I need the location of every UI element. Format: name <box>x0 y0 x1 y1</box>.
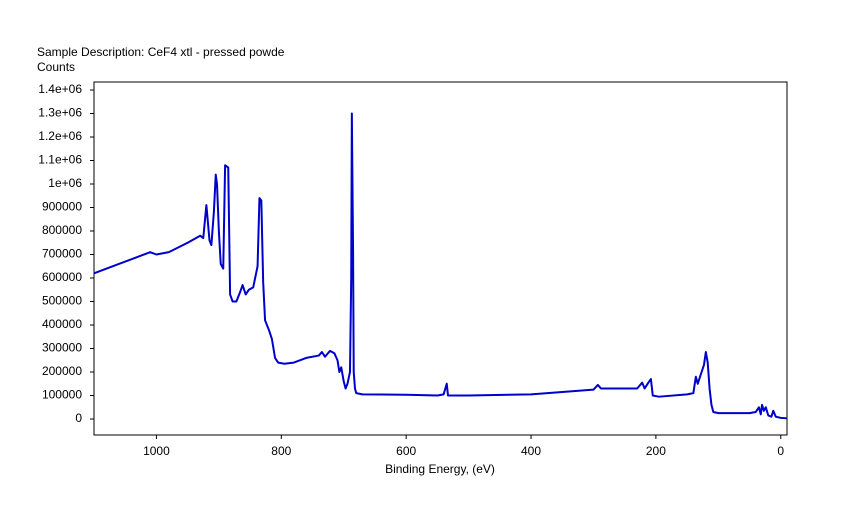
y-axis-label: Counts <box>37 60 75 74</box>
x-tick-label: 600 <box>396 444 416 458</box>
y-tick-label: 200000 <box>42 364 82 378</box>
y-tick-label: 700000 <box>42 247 82 261</box>
y-tick-label: 1.4e+06 <box>38 82 82 96</box>
y-tick-label: 0 <box>75 411 82 425</box>
y-tick-label: 500000 <box>42 294 82 308</box>
y-tick-label: 1.2e+06 <box>38 129 82 143</box>
y-tick-label: 400000 <box>42 317 82 331</box>
y-tick-label: 800000 <box>42 223 82 237</box>
y-tick-label: 300000 <box>42 341 82 355</box>
y-tick-label: 600000 <box>42 270 82 284</box>
y-tick-label: 1.1e+06 <box>38 153 82 167</box>
spectrum-line <box>93 112 788 420</box>
x-axis-label: Binding Energy, (eV) <box>385 462 495 476</box>
x-tick-label: 200 <box>646 444 666 458</box>
plot-frame <box>93 81 788 436</box>
chart-title: Sample Description: CeF4 xtl - pressed p… <box>37 45 285 59</box>
x-tick-label: 800 <box>271 444 291 458</box>
x-tick-label: 400 <box>521 444 541 458</box>
x-tick-label: 0 <box>777 444 784 458</box>
y-tick-label: 1e+06 <box>48 176 82 190</box>
y-tick-label: 100000 <box>42 388 82 402</box>
y-tick-label: 1.3e+06 <box>38 106 82 120</box>
x-tick-label: 1000 <box>143 444 170 458</box>
y-tick-label: 900000 <box>42 200 82 214</box>
